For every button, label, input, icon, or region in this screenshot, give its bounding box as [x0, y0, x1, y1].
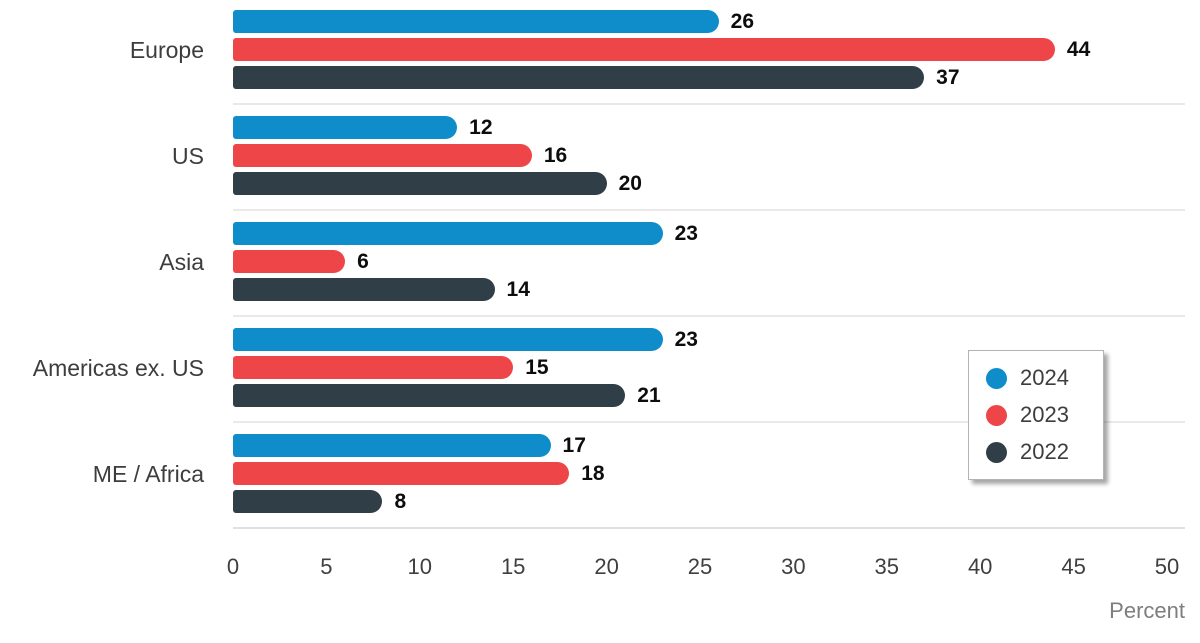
category-label-asia: Asia — [159, 248, 204, 275]
legend-marker-2024 — [986, 367, 1007, 389]
legend-item-2024[interactable]: 2024 — [986, 365, 1091, 391]
bar-us-2023[interactable] — [233, 144, 532, 167]
x-axis-title: Percent — [1109, 598, 1185, 623]
bar-asia-2024[interactable] — [233, 222, 663, 245]
x-tick-label-35: 35 — [874, 554, 900, 579]
bar-americas-ex-us-2023[interactable] — [233, 356, 514, 379]
x-tick-label-5: 5 — [320, 554, 333, 579]
bar-value-me-africa-2024: 17 — [562, 434, 586, 457]
bar-americas-ex-us-2022[interactable] — [233, 384, 626, 407]
x-tick-label-40: 40 — [967, 554, 993, 579]
bar-asia-2022[interactable] — [233, 278, 495, 301]
bar-value-us-2023: 16 — [543, 144, 568, 167]
x-tick-label-10: 10 — [407, 554, 433, 579]
bar-value-europe-2022: 37 — [936, 66, 960, 89]
category-label-us: US — [172, 142, 204, 169]
bar-europe-2022[interactable] — [233, 66, 925, 89]
bar-me-africa-2022[interactable] — [233, 490, 383, 513]
bar-value-americas-ex-us-2022: 21 — [637, 384, 661, 407]
bar-value-americas-ex-us-2024: 23 — [674, 328, 698, 351]
bar-value-me-africa-2023: 18 — [581, 462, 605, 485]
category-separator-line — [233, 315, 1185, 317]
bar-me-africa-2024[interactable] — [233, 434, 551, 457]
x-tick-label-0: 0 — [226, 554, 240, 579]
x-tick-label-30: 30 — [781, 554, 806, 579]
bar-value-europe-2023: 44 — [1066, 38, 1091, 61]
category-label-me-africa: ME / Africa — [92, 460, 204, 487]
bar-us-2024[interactable] — [233, 116, 458, 139]
category-label-americas-ex-us: Americas ex. US — [32, 354, 204, 381]
bar-value-asia-2023: 6 — [357, 250, 369, 273]
category-separator-line — [233, 421, 1185, 423]
bar-europe-2024[interactable] — [233, 10, 719, 33]
x-tick-label-25: 25 — [687, 554, 713, 579]
category-separator-line — [233, 209, 1185, 211]
bar-us-2022[interactable] — [233, 172, 607, 195]
bar-value-us-2024: 12 — [469, 116, 493, 139]
legend-item-2023[interactable]: 2023 — [986, 402, 1091, 428]
x-tick-label-20: 20 — [594, 554, 619, 579]
bar-asia-2023[interactable] — [233, 250, 346, 273]
bar-value-asia-2022: 14 — [506, 278, 530, 301]
bar-value-asia-2024: 23 — [674, 222, 698, 245]
x-tick-label-50: 50 — [1154, 554, 1180, 579]
x-axis-baseline — [233, 527, 1185, 529]
legend-marker-2022 — [986, 441, 1007, 463]
bar-value-us-2022: 20 — [618, 172, 642, 195]
bar-americas-ex-us-2024[interactable] — [233, 328, 663, 351]
category-label-europe: Europe — [129, 36, 204, 63]
bar-value-americas-ex-us-2023: 15 — [525, 356, 549, 379]
legend: 2024 2023 2022 — [968, 350, 1104, 480]
bar-europe-2023[interactable] — [233, 38, 1055, 61]
x-tick-label-15: 15 — [500, 554, 526, 579]
bar-me-africa-2023[interactable] — [233, 462, 570, 485]
bar-value-europe-2024: 26 — [730, 10, 755, 33]
legend-item-2022[interactable]: 2022 — [986, 439, 1091, 465]
bar-value-me-africa-2022: 8 — [394, 490, 407, 513]
legend-label-2024: 2024 — [1020, 365, 1069, 390]
x-tick-label-45: 45 — [1061, 554, 1086, 579]
legend-label-2022: 2022 — [1020, 439, 1069, 464]
legend-marker-2023 — [986, 404, 1007, 426]
legend-label-2023: 2023 — [1020, 402, 1069, 427]
category-separator-line — [233, 103, 1185, 105]
